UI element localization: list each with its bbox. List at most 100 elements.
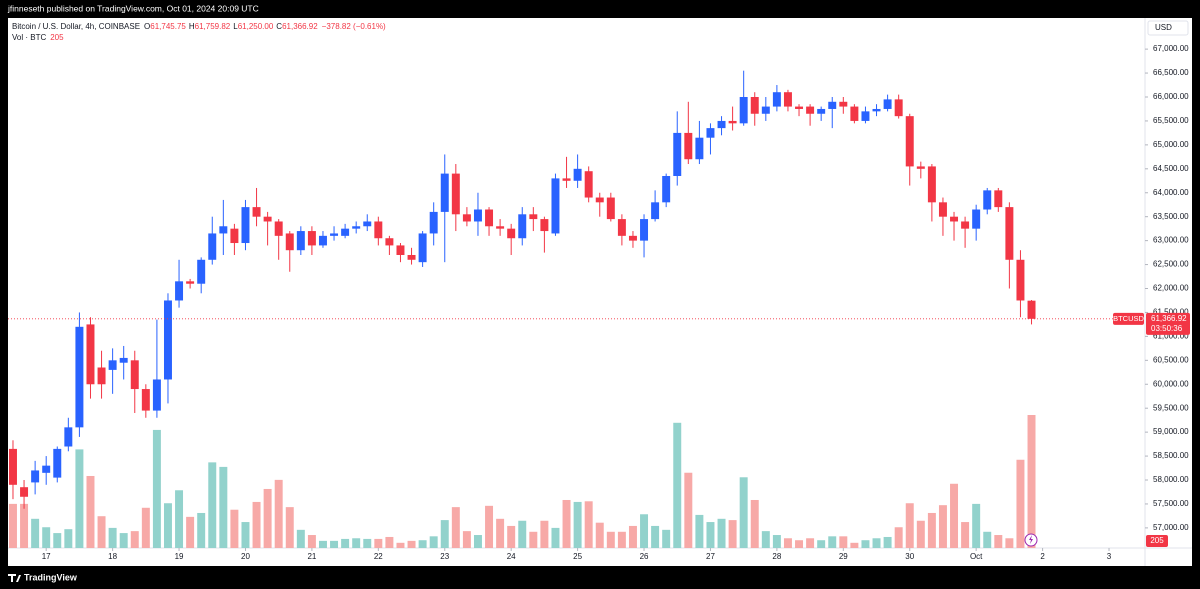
volume-bar — [75, 449, 84, 548]
volume-bar — [1016, 459, 1025, 548]
candle-body — [473, 209, 482, 222]
candle-body — [263, 216, 272, 222]
candle-body — [1005, 207, 1014, 260]
y-tick-label: 62,500.00 — [1153, 260, 1189, 269]
candle-body — [440, 173, 449, 212]
candle-body — [20, 487, 29, 497]
symbol-title: Bitcoin / U.S. Dollar, 4h, COINBASE — [12, 22, 140, 31]
candle-body — [363, 221, 372, 227]
y-tick-label: 63,000.00 — [1153, 236, 1189, 245]
volume-bar — [695, 514, 704, 548]
candle-body — [152, 379, 161, 411]
ohlc-key: H — [189, 22, 195, 31]
volume-bar — [662, 529, 671, 548]
candle-body — [42, 465, 51, 473]
volume-bar — [31, 518, 40, 548]
volume-bar — [330, 540, 339, 548]
volume-bar — [241, 522, 250, 548]
volume-bar — [872, 538, 881, 548]
candle-body — [817, 108, 826, 114]
ohlc-value: 61,366.92 — [282, 22, 318, 31]
volume-bar — [341, 538, 350, 548]
last-price-label: 61,366.92 — [1151, 314, 1187, 323]
currency[interactable]: USD — [1155, 23, 1172, 32]
brand-logo — [8, 574, 21, 582]
y-tick-label: 65,000.00 — [1153, 140, 1189, 149]
volume-bar — [562, 499, 571, 548]
y-tick-label: 60,000.00 — [1153, 379, 1189, 388]
ohlc-value: 61,745.75 — [150, 22, 186, 31]
brand: TradingView — [24, 572, 78, 582]
volume-bar — [894, 527, 903, 548]
candle-body — [1027, 300, 1036, 319]
candle-body — [53, 448, 62, 478]
candle-body — [562, 178, 571, 181]
y-tick-label: 59,500.00 — [1153, 403, 1189, 412]
candle-body — [407, 254, 416, 260]
ohlc-key: L — [233, 22, 238, 31]
volume-bar — [950, 483, 959, 548]
y-tick-label: 58,500.00 — [1153, 451, 1189, 460]
candle-body — [927, 166, 936, 203]
x-tick-label: 18 — [108, 552, 117, 561]
volume-bar — [617, 531, 626, 548]
volume-bar — [252, 501, 261, 548]
volume-bar — [296, 529, 305, 548]
candle-body — [208, 233, 217, 260]
volume-bar — [817, 540, 826, 548]
volume-bar — [440, 520, 449, 548]
candle-body — [728, 120, 737, 124]
candle-body — [385, 238, 394, 246]
candle-body — [285, 233, 294, 251]
x-tick-label: 21 — [307, 552, 316, 561]
y-tick-label: 61,000.00 — [1153, 331, 1189, 340]
volume-bar — [64, 529, 73, 548]
volume-bar — [429, 536, 438, 548]
ohlc-value: 61,759.82 — [195, 22, 231, 31]
candle-body — [606, 197, 615, 220]
y-tick-label: 60,500.00 — [1153, 355, 1189, 364]
candle-body — [806, 106, 815, 114]
x-tick-label: 25 — [573, 552, 582, 561]
volume-bar — [507, 525, 516, 548]
volume-value-box — [1146, 535, 1168, 547]
volume-bar — [152, 429, 161, 548]
chart-area — [8, 18, 1192, 566]
currency-box[interactable] — [1147, 20, 1189, 36]
volume-bar — [385, 536, 394, 548]
candle-body — [783, 92, 792, 107]
candle-body — [916, 166, 925, 169]
candle-body — [972, 209, 981, 229]
candle-body — [429, 211, 438, 234]
candle-body — [396, 245, 405, 255]
candle-body — [551, 178, 560, 234]
x-tick-label: 23 — [440, 552, 449, 561]
candle-body — [595, 197, 604, 203]
volume-legend: Vol · BTC 205 — [12, 33, 64, 42]
y-tick-label: 61,500.00 — [1153, 308, 1189, 317]
y-tick-label: 63,500.00 — [1153, 212, 1189, 221]
event-bolt — [1029, 535, 1033, 544]
candle-body — [97, 367, 106, 385]
candle-body — [496, 226, 505, 229]
x-tick-label: 26 — [640, 552, 649, 561]
volume-bar — [119, 533, 128, 548]
volume-bar — [20, 503, 29, 548]
volume-bar — [772, 535, 781, 548]
volume-bar — [175, 490, 184, 548]
volume-bar — [806, 538, 815, 548]
ohlc-key: C — [276, 22, 282, 31]
volume-bar — [573, 501, 582, 548]
y-tick-label: 65,500.00 — [1153, 116, 1189, 125]
candle-body — [75, 326, 84, 428]
candle-body — [518, 214, 527, 239]
candle-body — [175, 281, 184, 301]
symbol-box — [1113, 312, 1144, 325]
candle-body — [108, 360, 117, 370]
candle-body — [418, 233, 427, 263]
candle-body — [252, 207, 261, 217]
countdown: 03:50:36 — [1151, 324, 1183, 333]
volume-bar — [761, 531, 770, 548]
y-tick-label: 57,000.00 — [1153, 523, 1189, 532]
